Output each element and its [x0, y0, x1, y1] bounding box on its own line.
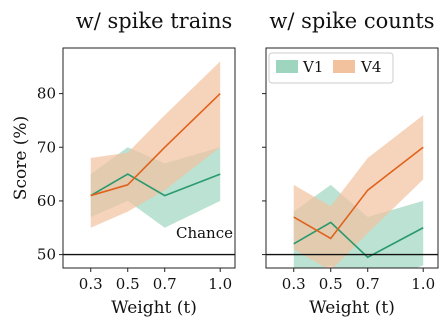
panel1-ylabel: Score (%) — [11, 116, 31, 200]
panel2-xlabel: Weight (t) — [309, 298, 395, 318]
legend-v1-label: V1 — [302, 58, 323, 76]
legend-box — [268, 52, 394, 84]
y-tick-label: 50 — [37, 246, 56, 264]
panel1-title: w/ spike trains — [76, 9, 233, 33]
panel2-ticks: 0.3 0.5 0.7 1.0 — [262, 93, 435, 293]
line-v1 — [293, 221, 424, 259]
panel2-plot — [266, 115, 438, 268]
panel1-xlabel: Weight (t) — [111, 298, 197, 318]
x-tick-label: 0.7 — [153, 275, 177, 293]
y-tick-label: 80 — [37, 85, 56, 103]
panel1-ticks: 0.3 0.5 0.7 1.0 50 60 70 80 — [37, 85, 232, 293]
y-tick-label: 70 — [37, 138, 56, 156]
panel2-title: w/ spike counts — [269, 9, 434, 33]
legend-v4-swatch — [333, 60, 355, 73]
panel2-frame — [265, 47, 439, 269]
line-v4 — [90, 93, 221, 197]
y-tick-label: 60 — [37, 192, 56, 210]
panel1-frame — [62, 47, 236, 269]
x-tick-label: 0.3 — [79, 275, 103, 293]
panel1-plot — [63, 61, 235, 256]
legend-v4-label: V4 — [360, 58, 381, 76]
x-tick-label: 0.5 — [116, 275, 140, 293]
x-tick-label: 1.0 — [208, 275, 232, 293]
line-v4 — [293, 146, 424, 240]
x-tick-label: 0.5 — [319, 275, 343, 293]
plot-area — [63, 61, 235, 256]
legend-v1-swatch — [276, 60, 298, 73]
x-tick-label: 0.3 — [282, 275, 306, 293]
plot-area — [266, 115, 438, 268]
x-tick-label: 1.0 — [411, 275, 435, 293]
legend: V1 V4 — [268, 52, 394, 84]
band-v4 — [293, 115, 424, 268]
x-tick-label: 0.7 — [356, 275, 380, 293]
line-v1 — [90, 173, 221, 197]
chance-label: Chance — [176, 224, 233, 242]
